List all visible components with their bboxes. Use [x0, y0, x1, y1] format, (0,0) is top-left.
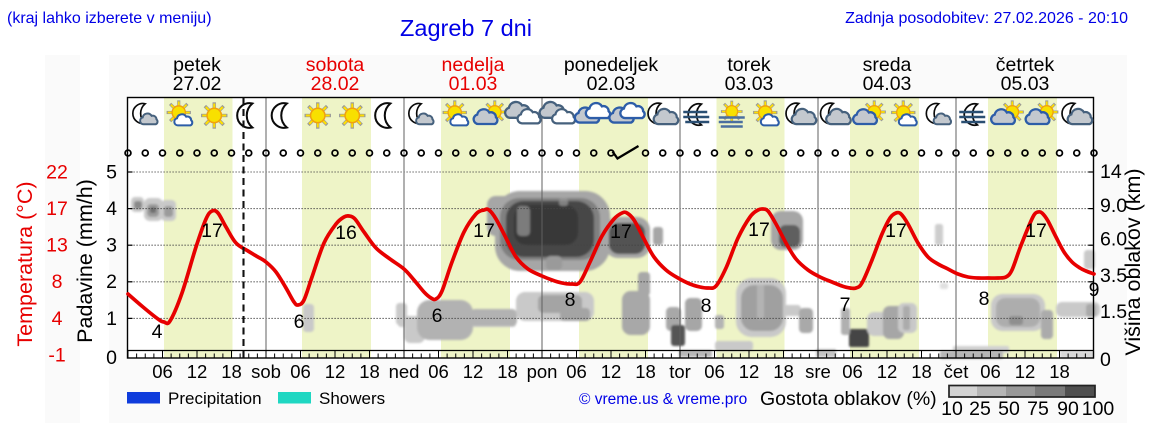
svg-text:8: 8 [701, 295, 712, 317]
svg-text:2: 2 [106, 271, 117, 293]
svg-text:1.5: 1.5 [1100, 301, 1127, 323]
svg-text:22: 22 [46, 161, 68, 183]
svg-text:4: 4 [152, 321, 163, 343]
svg-text:18: 18 [635, 361, 656, 382]
svg-text:9: 9 [1089, 279, 1100, 301]
svg-text:06: 06 [152, 361, 173, 382]
svg-text:18: 18 [911, 361, 932, 382]
svg-text:6: 6 [432, 305, 443, 327]
svg-text:12: 12 [325, 361, 346, 382]
svg-text:3: 3 [106, 235, 117, 257]
svg-text:9.0: 9.0 [1100, 195, 1127, 217]
svg-text:18: 18 [221, 361, 242, 382]
svg-text:18: 18 [773, 361, 794, 382]
svg-text:pon: pon [527, 361, 558, 382]
svg-text:sreda: sreda [863, 54, 912, 76]
svg-text:Showers: Showers [319, 389, 385, 408]
svg-text:03.03: 03.03 [725, 73, 774, 95]
svg-text:0: 0 [106, 347, 117, 369]
svg-text:8: 8 [52, 271, 63, 293]
svg-text:17: 17 [201, 220, 223, 242]
svg-text:12: 12 [601, 361, 622, 382]
svg-text:12: 12 [1015, 361, 1036, 382]
svg-text:sre: sre [805, 361, 831, 382]
svg-text:3.5: 3.5 [1100, 265, 1127, 287]
svg-text:ponedeljek: ponedeljek [564, 54, 659, 76]
svg-text:14: 14 [1100, 161, 1122, 183]
svg-text:6.0: 6.0 [1100, 229, 1127, 251]
svg-text:17: 17 [748, 219, 770, 241]
svg-text:17: 17 [1025, 220, 1047, 242]
svg-text:17: 17 [885, 220, 907, 242]
svg-text:50: 50 [998, 398, 1020, 420]
svg-text:17: 17 [46, 198, 68, 220]
svg-text:12: 12 [877, 361, 898, 382]
svg-text:Gostota oblakov (%): Gostota oblakov (%) [760, 388, 937, 410]
svg-text:7: 7 [840, 294, 851, 316]
svg-text:02.03: 02.03 [587, 73, 636, 95]
svg-text:90: 90 [1057, 398, 1079, 420]
svg-text:18: 18 [1049, 361, 1070, 382]
svg-text:10: 10 [941, 398, 963, 420]
svg-text:Zadnja posodobitev: 27.02.2026: Zadnja posodobitev: 27.02.2026 - 20:10 [845, 10, 1128, 27]
svg-text:petek: petek [173, 54, 221, 76]
svg-text:ned: ned [389, 361, 420, 382]
svg-text:100: 100 [1082, 398, 1115, 420]
svg-text:© vreme.us & vreme.pro: © vreme.us & vreme.pro [579, 391, 747, 408]
svg-text:8: 8 [979, 288, 990, 310]
svg-text:75: 75 [1027, 398, 1049, 420]
svg-text:06: 06 [566, 361, 587, 382]
svg-text:0: 0 [1100, 349, 1111, 371]
svg-text:05.03: 05.03 [1001, 73, 1050, 95]
svg-text:01.03: 01.03 [449, 73, 498, 95]
svg-text:Višina oblakov (km): Višina oblakov (km) [1121, 168, 1145, 355]
svg-text:1: 1 [106, 308, 117, 330]
svg-text:Zagreb 7 dni: Zagreb 7 dni [400, 15, 532, 41]
svg-text:nedelja: nedelja [442, 54, 505, 76]
svg-text:27.02: 27.02 [173, 73, 222, 95]
svg-text:06: 06 [290, 361, 311, 382]
svg-text:17: 17 [473, 220, 495, 242]
svg-text:18: 18 [497, 361, 518, 382]
svg-text:tor: tor [669, 361, 691, 382]
svg-text:sobota: sobota [306, 54, 365, 76]
svg-text:04.03: 04.03 [863, 73, 912, 95]
svg-text:17: 17 [610, 221, 632, 243]
svg-text:12: 12 [187, 361, 208, 382]
svg-text:12: 12 [739, 361, 760, 382]
svg-text:5: 5 [106, 161, 117, 183]
svg-text:4: 4 [106, 198, 117, 220]
svg-text:06: 06 [980, 361, 1001, 382]
svg-text:06: 06 [428, 361, 449, 382]
svg-text:četrtek: četrtek [996, 54, 1055, 76]
svg-text:-1: -1 [48, 344, 65, 366]
svg-text:6: 6 [294, 311, 305, 333]
svg-text:Precipitation: Precipitation [168, 389, 262, 408]
svg-text:06: 06 [704, 361, 725, 382]
svg-text:12: 12 [463, 361, 484, 382]
svg-text:8: 8 [565, 289, 576, 311]
svg-text:4: 4 [52, 308, 63, 330]
svg-text:Padavine (mm/h): Padavine (mm/h) [73, 179, 97, 343]
svg-text:16: 16 [335, 222, 357, 244]
svg-text:25: 25 [969, 398, 991, 420]
svg-text:(kraj lahko izberete v meniju): (kraj lahko izberete v meniju) [7, 10, 212, 27]
svg-text:06: 06 [842, 361, 863, 382]
svg-text:sob: sob [251, 361, 281, 382]
svg-text:Temperatura (°C): Temperatura (°C) [13, 181, 37, 346]
svg-text:13: 13 [46, 235, 68, 257]
svg-text:čet: čet [944, 361, 969, 382]
svg-text:28.02: 28.02 [311, 73, 360, 95]
svg-text:torek: torek [727, 54, 771, 76]
svg-text:18: 18 [359, 361, 380, 382]
